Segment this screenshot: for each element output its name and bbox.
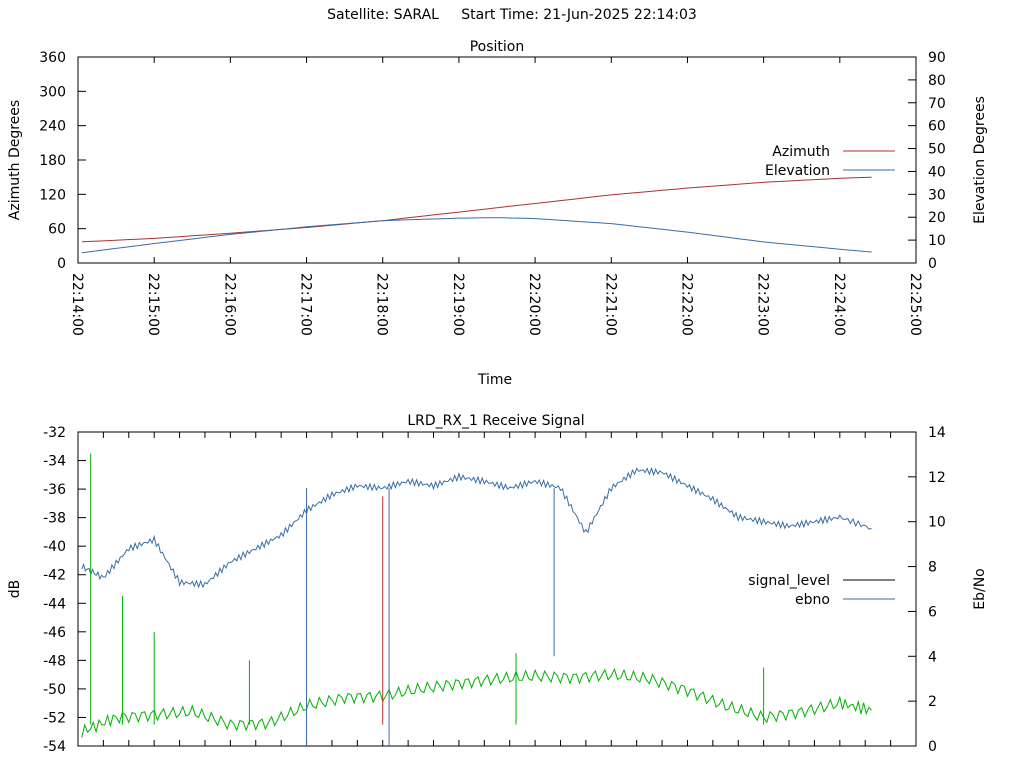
legend-ebno-label: ebno [795,592,830,608]
pos-x-tick-label: 22:15:00 [145,273,161,336]
signal-legend: signal_level ebno [748,573,895,608]
sig-right-tick-label: 14 [928,425,946,441]
legend-elevation-label: Elevation [765,163,830,179]
position-left-tick-labels: 0 60 120 180 240 300 360 [39,50,66,272]
signal-ylabel: dB [7,580,23,599]
pos-left-tick-label: 300 [39,84,66,100]
sig-left-tick-label: -40 [43,539,66,555]
signal-plot-frame [77,431,917,747]
position-x-tick-labels: 22:14:00 22:15:00 22:16:00 22:17:00 22:18:00… [69,273,923,336]
sig-left-tick-label: -34 [43,454,66,470]
pos-x-tick-label: 22:17:00 [298,273,314,336]
pos-left-tick-label: 360 [39,50,66,66]
position-ylabel: Azimuth Degrees [7,100,23,220]
pos-right-tick-label: 10 [928,233,946,249]
position-plot-frame [77,56,917,264]
pos-left-tick-label: 60 [48,222,66,238]
sig-left-tick-label: -54 [43,739,66,755]
pos-right-tick-label: 30 [928,187,946,203]
signal-tick-marks [77,431,917,747]
pos-right-tick-label: 50 [928,142,946,158]
sig-right-tick-label: 6 [928,604,937,620]
legend-signal-level-label: signal_level [748,573,830,589]
signal-chart-title: LRD_RX_1 Receive Signal [407,413,584,429]
pos-right-tick-label: 80 [928,73,946,89]
position-series [81,176,872,254]
pos-x-tick-label: 22:21:00 [602,273,618,336]
pos-right-tick-label: 60 [928,119,946,135]
pos-x-tick-label: 22:14:00 [69,273,85,336]
pos-x-tick-label: 22:23:00 [755,273,771,336]
pos-x-tick-label: 22:19:00 [450,273,466,336]
sig-right-tick-label: 0 [928,739,937,755]
series-line-azimuth [81,176,872,243]
signal-right-tick-labels: 0 2 4 6 8 10 12 14 [928,425,946,755]
receive-signal-chart: LRD_RX_1 Receive Signal -54-52-50-48-46-… [7,413,988,755]
signal-left-tick-labels: -54 -52 -50 -48 -46 -44 -42 -40 -38 -36 -34 -32 [43,425,66,755]
series-line-elevation [81,217,872,254]
position-y2label: Elevation Degrees [972,96,988,224]
sig-right-tick-label: 8 [928,560,937,576]
pos-left-tick-label: 240 [39,119,66,135]
pos-right-tick-label: 70 [928,96,946,112]
position-tick-marks [77,56,917,264]
pos-left-tick-label: 180 [39,153,66,169]
sig-right-tick-label: 4 [928,649,937,665]
sig-right-tick-label: 2 [928,694,937,710]
sig-left-tick-label: -44 [43,596,66,612]
position-chart: Position 0 60 120 180 240 300 360 0 10 20 30 40 50 6… [7,39,988,388]
sig-left-tick-label: -50 [43,682,66,698]
sig-left-tick-label: -32 [43,425,66,441]
pos-right-tick-label: 90 [928,50,946,66]
position-chart-title: Position [470,39,525,55]
pos-x-tick-label: 22:24:00 [831,273,847,336]
pos-x-tick-label: 22:25:00 [907,273,923,336]
pos-x-tick-label: 22:22:00 [678,273,694,336]
legend-azimuth-label: Azimuth [772,144,830,160]
pos-x-tick-label: 22:18:00 [374,273,390,336]
position-right-tick-labels: 0 10 20 30 40 50 60 70 80 90 [928,50,946,272]
sig-left-tick-label: -46 [43,625,66,641]
series-line-ebno [81,466,872,589]
sig-left-tick-label: -38 [43,511,66,527]
series-line-signal-level [81,667,872,738]
sig-left-tick-label: -52 [43,710,66,726]
signal-y2label: Eb/No [972,568,988,610]
position-legend: Azimuth Elevation [765,144,895,179]
pos-x-tick-label: 22:20:00 [526,273,542,336]
signal-series [81,453,872,746]
pos-left-tick-label: 0 [57,256,66,272]
sig-right-tick-label: 12 [928,470,946,486]
sig-left-tick-label: -36 [43,482,66,498]
page-title: Satellite: SARAL Start Time: 21-Jun-2025… [327,7,697,23]
sig-right-tick-label: 10 [928,515,946,531]
pos-right-tick-label: 20 [928,210,946,226]
pos-x-tick-label: 22:16:00 [221,273,237,336]
pos-right-tick-label: 40 [928,164,946,180]
pos-right-tick-label: 0 [928,256,937,272]
sig-left-tick-label: -48 [43,653,66,669]
sig-left-tick-label: -42 [43,568,66,584]
pos-left-tick-label: 120 [39,187,66,203]
position-xlabel: Time [477,372,512,388]
